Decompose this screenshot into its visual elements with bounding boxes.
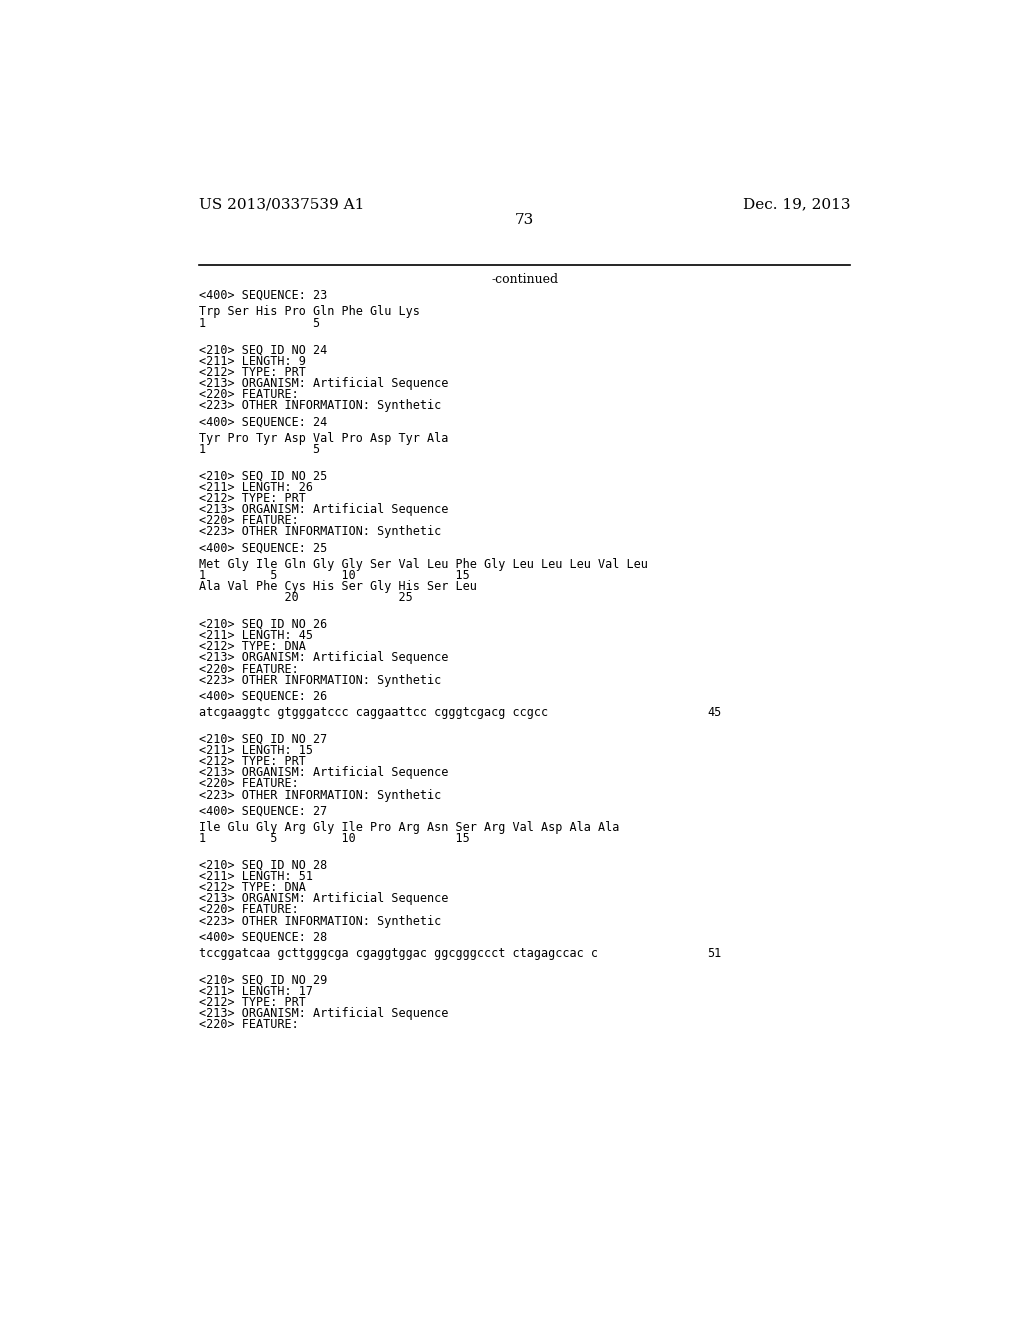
Text: Ile Glu Gly Arg Gly Ile Pro Arg Asn Ser Arg Val Asp Ala Ala: Ile Glu Gly Arg Gly Ile Pro Arg Asn Ser … xyxy=(200,821,620,834)
Text: <220> FEATURE:: <220> FEATURE: xyxy=(200,777,299,791)
Text: tccggatcaa gcttgggcga cgaggtggac ggcgggccct ctagagccac c: tccggatcaa gcttgggcga cgaggtggac ggcgggc… xyxy=(200,948,598,960)
Text: <213> ORGANISM: Artificial Sequence: <213> ORGANISM: Artificial Sequence xyxy=(200,892,449,906)
Text: 51: 51 xyxy=(708,948,722,960)
Text: <212> TYPE: DNA: <212> TYPE: DNA xyxy=(200,640,306,653)
Text: <210> SEQ ID NO 24: <210> SEQ ID NO 24 xyxy=(200,343,328,356)
Text: atcgaaggtc gtgggatccc caggaattcc cgggtcgacg ccgcc: atcgaaggtc gtgggatccc caggaattcc cgggtcg… xyxy=(200,706,549,719)
Text: <220> FEATURE:: <220> FEATURE: xyxy=(200,1018,299,1031)
Text: <400> SEQUENCE: 28: <400> SEQUENCE: 28 xyxy=(200,931,328,944)
Text: <400> SEQUENCE: 27: <400> SEQUENCE: 27 xyxy=(200,805,328,818)
Text: <212> TYPE: PRT: <212> TYPE: PRT xyxy=(200,995,306,1008)
Text: 1               5: 1 5 xyxy=(200,317,321,330)
Text: Ala Val Phe Cys His Ser Gly His Ser Leu: Ala Val Phe Cys His Ser Gly His Ser Leu xyxy=(200,581,477,593)
Text: <210> SEQ ID NO 27: <210> SEQ ID NO 27 xyxy=(200,733,328,746)
Text: <220> FEATURE:: <220> FEATURE: xyxy=(200,515,299,527)
Text: Dec. 19, 2013: Dec. 19, 2013 xyxy=(742,197,850,211)
Text: <210> SEQ ID NO 29: <210> SEQ ID NO 29 xyxy=(200,974,328,986)
Text: <400> SEQUENCE: 26: <400> SEQUENCE: 26 xyxy=(200,690,328,704)
Text: <400> SEQUENCE: 25: <400> SEQUENCE: 25 xyxy=(200,541,328,554)
Text: <213> ORGANISM: Artificial Sequence: <213> ORGANISM: Artificial Sequence xyxy=(200,503,449,516)
Text: <223> OTHER INFORMATION: Synthetic: <223> OTHER INFORMATION: Synthetic xyxy=(200,399,441,412)
Text: Trp Ser His Pro Gln Phe Glu Lys: Trp Ser His Pro Gln Phe Glu Lys xyxy=(200,305,420,318)
Text: 1               5: 1 5 xyxy=(200,444,321,455)
Text: <211> LENGTH: 51: <211> LENGTH: 51 xyxy=(200,870,313,883)
Text: <223> OTHER INFORMATION: Synthetic: <223> OTHER INFORMATION: Synthetic xyxy=(200,525,441,539)
Text: 73: 73 xyxy=(515,214,535,227)
Text: <223> OTHER INFORMATION: Synthetic: <223> OTHER INFORMATION: Synthetic xyxy=(200,788,441,801)
Text: 45: 45 xyxy=(708,706,722,719)
Text: <212> TYPE: PRT: <212> TYPE: PRT xyxy=(200,755,306,768)
Text: <223> OTHER INFORMATION: Synthetic: <223> OTHER INFORMATION: Synthetic xyxy=(200,915,441,928)
Text: <212> TYPE: PRT: <212> TYPE: PRT xyxy=(200,366,306,379)
Text: <211> LENGTH: 15: <211> LENGTH: 15 xyxy=(200,744,313,756)
Text: -continued: -continued xyxy=(492,273,558,286)
Text: <213> ORGANISM: Artificial Sequence: <213> ORGANISM: Artificial Sequence xyxy=(200,766,449,779)
Text: <211> LENGTH: 45: <211> LENGTH: 45 xyxy=(200,630,313,642)
Text: <220> FEATURE:: <220> FEATURE: xyxy=(200,388,299,401)
Text: <213> ORGANISM: Artificial Sequence: <213> ORGANISM: Artificial Sequence xyxy=(200,651,449,664)
Text: 20              25: 20 25 xyxy=(200,591,413,605)
Text: <211> LENGTH: 26: <211> LENGTH: 26 xyxy=(200,480,313,494)
Text: <211> LENGTH: 9: <211> LENGTH: 9 xyxy=(200,355,306,367)
Text: <212> TYPE: DNA: <212> TYPE: DNA xyxy=(200,880,306,894)
Text: <211> LENGTH: 17: <211> LENGTH: 17 xyxy=(200,985,313,998)
Text: <213> ORGANISM: Artificial Sequence: <213> ORGANISM: Artificial Sequence xyxy=(200,1007,449,1020)
Text: <220> FEATURE:: <220> FEATURE: xyxy=(200,663,299,676)
Text: <210> SEQ ID NO 26: <210> SEQ ID NO 26 xyxy=(200,618,328,631)
Text: 1         5         10              15: 1 5 10 15 xyxy=(200,569,470,582)
Text: <210> SEQ ID NO 25: <210> SEQ ID NO 25 xyxy=(200,470,328,482)
Text: Met Gly Ile Gln Gly Gly Ser Val Leu Phe Gly Leu Leu Leu Val Leu: Met Gly Ile Gln Gly Gly Ser Val Leu Phe … xyxy=(200,558,648,570)
Text: <400> SEQUENCE: 24: <400> SEQUENCE: 24 xyxy=(200,416,328,429)
Text: <220> FEATURE:: <220> FEATURE: xyxy=(200,903,299,916)
Text: <212> TYPE: PRT: <212> TYPE: PRT xyxy=(200,492,306,504)
Text: Tyr Pro Tyr Asp Val Pro Asp Tyr Ala: Tyr Pro Tyr Asp Val Pro Asp Tyr Ala xyxy=(200,432,449,445)
Text: 1         5         10              15: 1 5 10 15 xyxy=(200,833,470,845)
Text: <213> ORGANISM: Artificial Sequence: <213> ORGANISM: Artificial Sequence xyxy=(200,378,449,389)
Text: <223> OTHER INFORMATION: Synthetic: <223> OTHER INFORMATION: Synthetic xyxy=(200,673,441,686)
Text: <400> SEQUENCE: 23: <400> SEQUENCE: 23 xyxy=(200,289,328,301)
Text: US 2013/0337539 A1: US 2013/0337539 A1 xyxy=(200,197,365,211)
Text: <210> SEQ ID NO 28: <210> SEQ ID NO 28 xyxy=(200,859,328,871)
